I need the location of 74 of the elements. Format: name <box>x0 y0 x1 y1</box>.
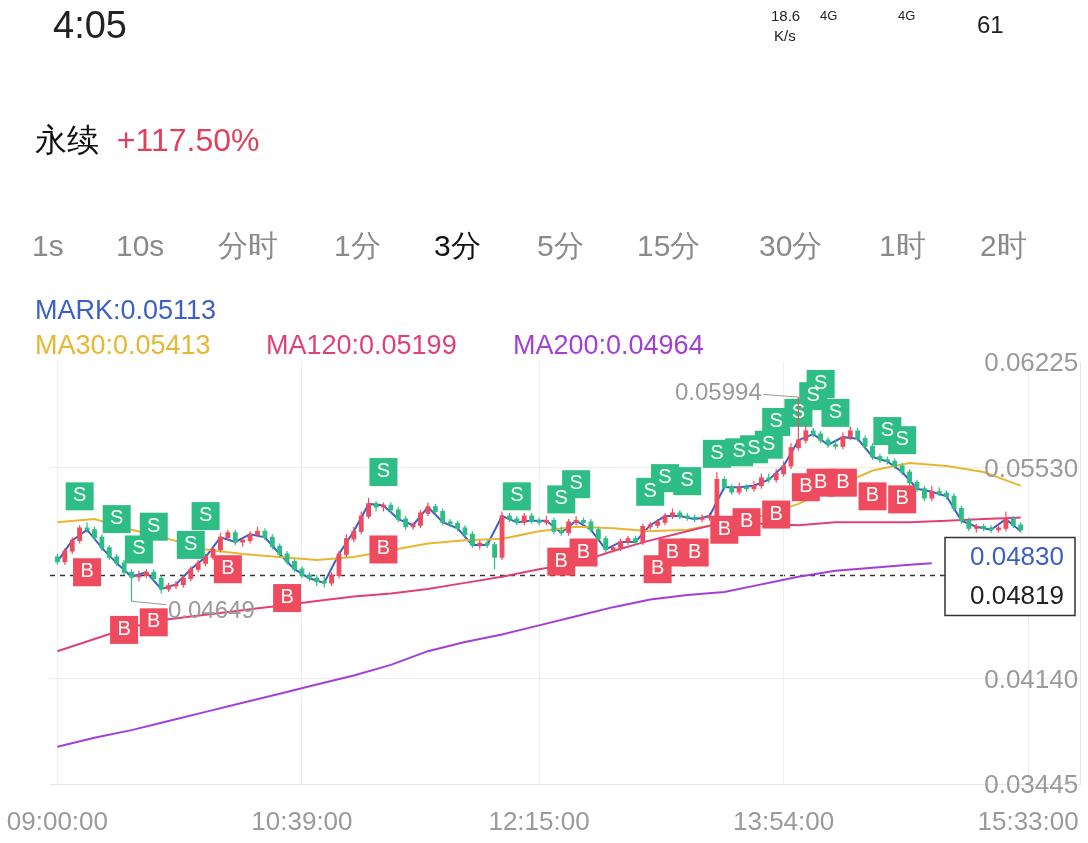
x-tick-label: 10:39:00 <box>251 806 353 837</box>
data-label: B <box>80 559 94 582</box>
data-label: S <box>510 483 524 506</box>
x-tick-label: 09:00:00 <box>6 806 109 837</box>
text: MA200:0.04964 <box>513 330 704 360</box>
data-label: S <box>376 459 391 482</box>
data-label: S <box>147 513 161 536</box>
data-label: S <box>658 465 672 488</box>
data-label: S <box>72 483 87 506</box>
data-label: B <box>576 539 591 562</box>
y-tick-label: 0.06225 <box>984 347 1079 378</box>
data-label: B <box>280 585 294 608</box>
text: 2时 <box>980 229 1027 262</box>
chart-title: 永续 <box>35 122 99 159</box>
text: 4:05 <box>53 4 127 46</box>
data-label: B <box>117 616 131 639</box>
data-label: S <box>569 471 583 494</box>
text: 15分 <box>637 229 701 262</box>
data-label: S <box>828 399 843 422</box>
data-label: B <box>895 486 909 509</box>
x-tick-label: 12:15:00 <box>488 806 590 837</box>
data-label: S <box>762 431 776 454</box>
data-label: S <box>643 478 657 501</box>
text: 18.6 <box>771 7 801 24</box>
chart-subtitle: +117.50% <box>116 122 260 159</box>
text: 1时 <box>879 229 926 262</box>
x-tick-label: 15:33:00 <box>977 806 1079 837</box>
y-tick-label: 0.03445 <box>984 769 1079 800</box>
data-label: B <box>717 516 731 539</box>
data-label: B <box>799 474 813 497</box>
data-label: B <box>221 556 235 579</box>
data-label: B <box>376 536 391 559</box>
data-label: B <box>836 469 850 492</box>
data-label: B <box>554 548 568 571</box>
y-tick-label: 0.04140 <box>984 663 1079 694</box>
text: MA120:0.05199 <box>266 330 457 360</box>
data-label: S <box>747 436 761 459</box>
text: 30分 <box>759 229 823 262</box>
text: 分时 <box>218 229 278 262</box>
data-label: B <box>688 539 702 562</box>
text: MA30:0.05413 <box>35 330 211 360</box>
data-label: B <box>665 539 680 562</box>
text: 10s <box>116 229 165 262</box>
text: K/s <box>774 27 796 44</box>
data-label: B <box>147 609 161 632</box>
data-label: S <box>895 427 909 450</box>
text: 1s <box>32 229 64 262</box>
data-label: S <box>132 536 146 559</box>
text: 3分 <box>434 229 481 262</box>
data-label: B <box>650 556 665 579</box>
x-tick-label: 13:54:00 <box>732 806 835 837</box>
y-tick-label: 0.05530 <box>984 452 1079 483</box>
data-label: B <box>813 469 828 492</box>
data-label: S <box>680 468 694 491</box>
data-label: B <box>865 483 880 506</box>
data-label: S <box>880 418 895 441</box>
data-label: S <box>554 486 568 509</box>
data-label: S <box>184 531 198 554</box>
text: 4G <box>820 8 838 23</box>
data-label: S <box>732 439 746 462</box>
ref-line-label: 0.04819 <box>970 580 1064 610</box>
data-label: S <box>110 506 124 529</box>
data-label: B <box>739 509 754 532</box>
text: 1分 <box>334 229 381 262</box>
data-label: B <box>769 501 783 524</box>
text: 5分 <box>537 229 584 262</box>
text: 61 <box>977 11 1004 38</box>
text: MARK:0.05113 <box>35 295 217 325</box>
text: 4G <box>898 8 916 23</box>
data-label: S <box>769 408 783 431</box>
data-label: S <box>710 440 724 463</box>
data-label: S <box>198 503 213 526</box>
annotation: 0.05994 <box>675 378 762 405</box>
annotation: 0.04830 <box>970 541 1064 571</box>
